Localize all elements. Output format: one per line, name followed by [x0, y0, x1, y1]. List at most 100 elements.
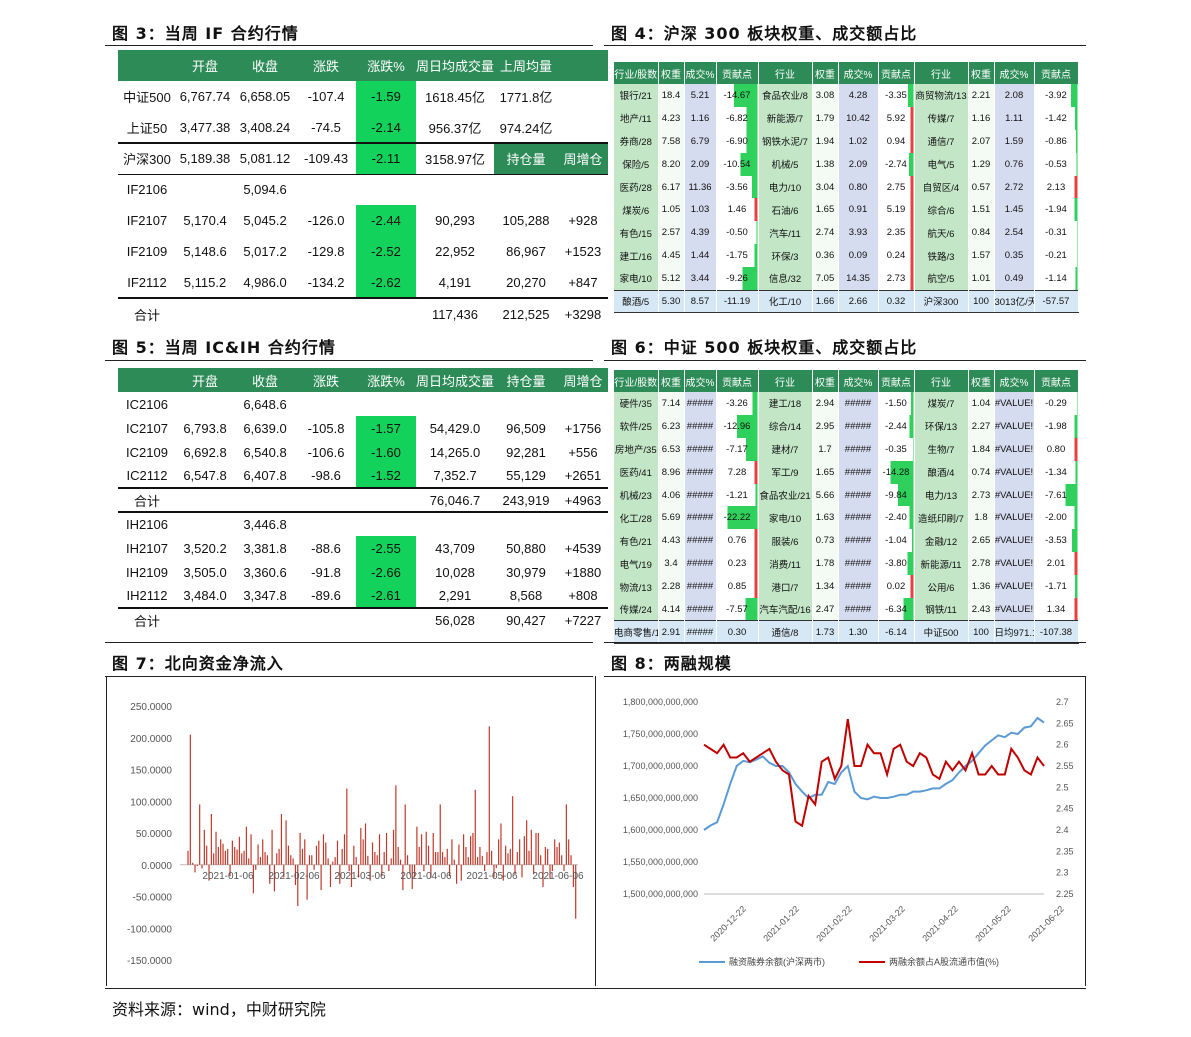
fig3-contract-row: IF2106 5,094.6 [118, 174, 608, 205]
fig5-row-cell: 3,381.8 [243, 540, 287, 556]
fig6-row-cell: -1.04 [878, 529, 915, 553]
fig4-row-cell: 5.21 [684, 84, 717, 107]
fig6-row-cell: #VALUE! [994, 529, 1035, 553]
fig8-ytick-right: 2.35 [1056, 846, 1074, 856]
fig4-row-cell: 汽车/11 [758, 221, 813, 245]
fig4-row-cell: 0.91 [838, 198, 879, 222]
fig4-row-cell: 家电/10 [614, 267, 659, 291]
fig4-row-cell: 1.02 [838, 129, 879, 153]
fig7-xtick: 2021-04-06 [400, 871, 452, 882]
fig5-row-cell: 96,509 [506, 420, 546, 436]
fig4-row-cell: 0.80 [838, 175, 879, 199]
fig4-row-cell: 1.45 [994, 198, 1035, 222]
fig5-row-cell: +808 [568, 588, 598, 603]
fig4-row-cell: 电气/5 [914, 152, 969, 176]
bottom-rule [105, 988, 1086, 989]
fig3-row-cell: 3,408.24 [239, 119, 291, 135]
fig4-row-cell: 1.59 [994, 129, 1035, 153]
fig4-row-cell: 3013亿/天 [994, 289, 1035, 314]
fig3-row-cell [558, 81, 608, 112]
fig4-row-cell: 自贸区/4 [914, 175, 969, 199]
fig4-row-cell: 化工/10 [758, 289, 813, 314]
fig5-row-cell: +2651 [564, 468, 602, 483]
fig4-row-cell: 2.72 [994, 175, 1035, 199]
fig6-row-cell: -2.00 [1034, 506, 1079, 530]
fig3-row-cell: 3158.97亿 [416, 142, 494, 175]
fig5-row-cell [558, 392, 608, 416]
fig5-row-cell [416, 392, 494, 416]
fig6-row-cell: 硬件/35 [614, 392, 659, 415]
fig5-row-cell: -1.60 [356, 440, 416, 464]
fig5-row-cell: 3,484.0 [183, 588, 227, 603]
fig3-contract-row-cell: 5,017.2 [243, 244, 287, 259]
fig6-row-cell: ##### [838, 575, 879, 599]
fig5-row-cell: +1880 [564, 564, 602, 580]
fig4-row-cell: 1.16 [684, 106, 717, 130]
fig4-row-cell: 1.65 [812, 198, 839, 222]
fig4-row-cell: 3.08 [812, 84, 839, 107]
fig4-row-cell: -0.21 [1034, 244, 1079, 268]
fig5-header-row-cell [118, 368, 176, 392]
fig5-row-cell: IC2107 [126, 420, 168, 436]
fig8-legend-label: 两融余额占A股流通市值(%) [889, 956, 999, 967]
fig4-row-cell: -6.90 [716, 129, 759, 153]
fig6-row-cell: ##### [838, 460, 879, 484]
fig3-row-cell: 6,767.74 [179, 89, 231, 104]
fig6-row-cell: 100 [968, 620, 995, 645]
fig3-contract-row-cell [416, 174, 494, 205]
fig6-row-cell: 4.06 [658, 483, 685, 507]
fig3-contract-row-cell [176, 174, 234, 205]
fig4-row-cell: 机械/5 [758, 152, 813, 176]
fig5-row-cell [234, 487, 296, 512]
fig4-row-cell: 2.08 [994, 84, 1035, 107]
fig4-row-cell: -3.56 [716, 175, 759, 199]
fig5-row-cell [176, 511, 234, 536]
fig4-header-row-cell: 权重 [968, 62, 995, 84]
fig5-row-cell: 3,520.2 [183, 540, 227, 556]
fig6-row-cell: #VALUE! [994, 552, 1035, 576]
fig4-row-cell: 1.05 [658, 198, 685, 222]
fig6-row-cell: 0.23 [716, 552, 759, 576]
fig3-header-row-cell [558, 50, 608, 81]
fig5-row-cell: -91.8 [311, 564, 341, 580]
fig4-row-cell: 6.79 [684, 129, 717, 153]
fig6-row-cell: -0.29 [1034, 392, 1079, 415]
fig7-xtick: 2021-05-06 [466, 871, 518, 882]
fig4-row-cell: 新能源/7 [758, 106, 813, 130]
fig6-header-row-cell: 行业/股数 [614, 370, 659, 392]
fig8-ytick-right: 2.6 [1056, 740, 1069, 750]
fig4-row-cell: -0.53 [1034, 152, 1079, 176]
fig5-row-cell: 3,347.8 [243, 588, 287, 603]
mid-rule-left [105, 642, 593, 643]
fig8-xtick: 2021-04-22 [920, 904, 960, 944]
fig6-row-cell: ##### [838, 598, 879, 621]
fig6-header-row-cell: 权重 [658, 370, 685, 392]
fig4-row-cell: -0.50 [716, 221, 759, 245]
fig3-row: 沪深300 5,189.38 5,081.12 -109.43 -2.11 3158.97… [118, 142, 608, 175]
fig5-row-cell: 6,793.8 [183, 420, 227, 436]
fig5-row-cell: 6,407.8 [243, 468, 287, 483]
fig5-row-cell [558, 511, 608, 536]
fig6-row-cell: 1.84 [968, 437, 995, 461]
fig6-row-cell: 生物/7 [914, 437, 969, 461]
fig5-row: IH2109 3,505.0 3,360.6 -91.8 -2.66 10,028 30,9… [118, 560, 608, 584]
fig6-row-cell: 1.7 [812, 437, 839, 461]
fig4-row: 券商/28 7.58 6.79 -6.90 钢铁水泥/7 1.94 1.02 0.94 通信/7… [614, 129, 1079, 153]
fig8-series-line [703, 718, 1045, 828]
fig6-row-cell: ##### [838, 483, 879, 507]
fig4-row-cell: 银行/21 [614, 84, 659, 107]
fig6-row-cell: 电力/13 [914, 483, 969, 507]
fig3-contract-row-cell [234, 297, 296, 329]
fig5-row: IC2112 6,547.8 6,407.8 -98.6 -1.52 7,352.7 55,… [118, 464, 608, 488]
fig8-xtick: 2021-01-22 [761, 904, 801, 944]
fig3-contract-row-cell [494, 174, 558, 205]
fig3-row-cell: 周增仓 [558, 142, 608, 175]
fig6-header-row-cell: 贡献点 [716, 370, 759, 392]
fig4-row-cell: 0.32 [878, 289, 915, 314]
fig6-row-cell: 1.04 [968, 392, 995, 415]
fig4-row-cell: 4.39 [684, 221, 717, 245]
fig6-table: 行业/股数 权重 成交% 贡献点 行业 权重 成交% 贡献点 行业 权重 成交% 贡献点 硬件/35 7.… [614, 370, 1079, 645]
fig4-row-cell: 传媒/7 [914, 106, 969, 130]
fig5-row: IC2109 6,692.8 6,540.8 -106.6 -1.60 14,265.0 9… [118, 440, 608, 464]
fig8-xtick: 2020-12-22 [708, 904, 748, 944]
